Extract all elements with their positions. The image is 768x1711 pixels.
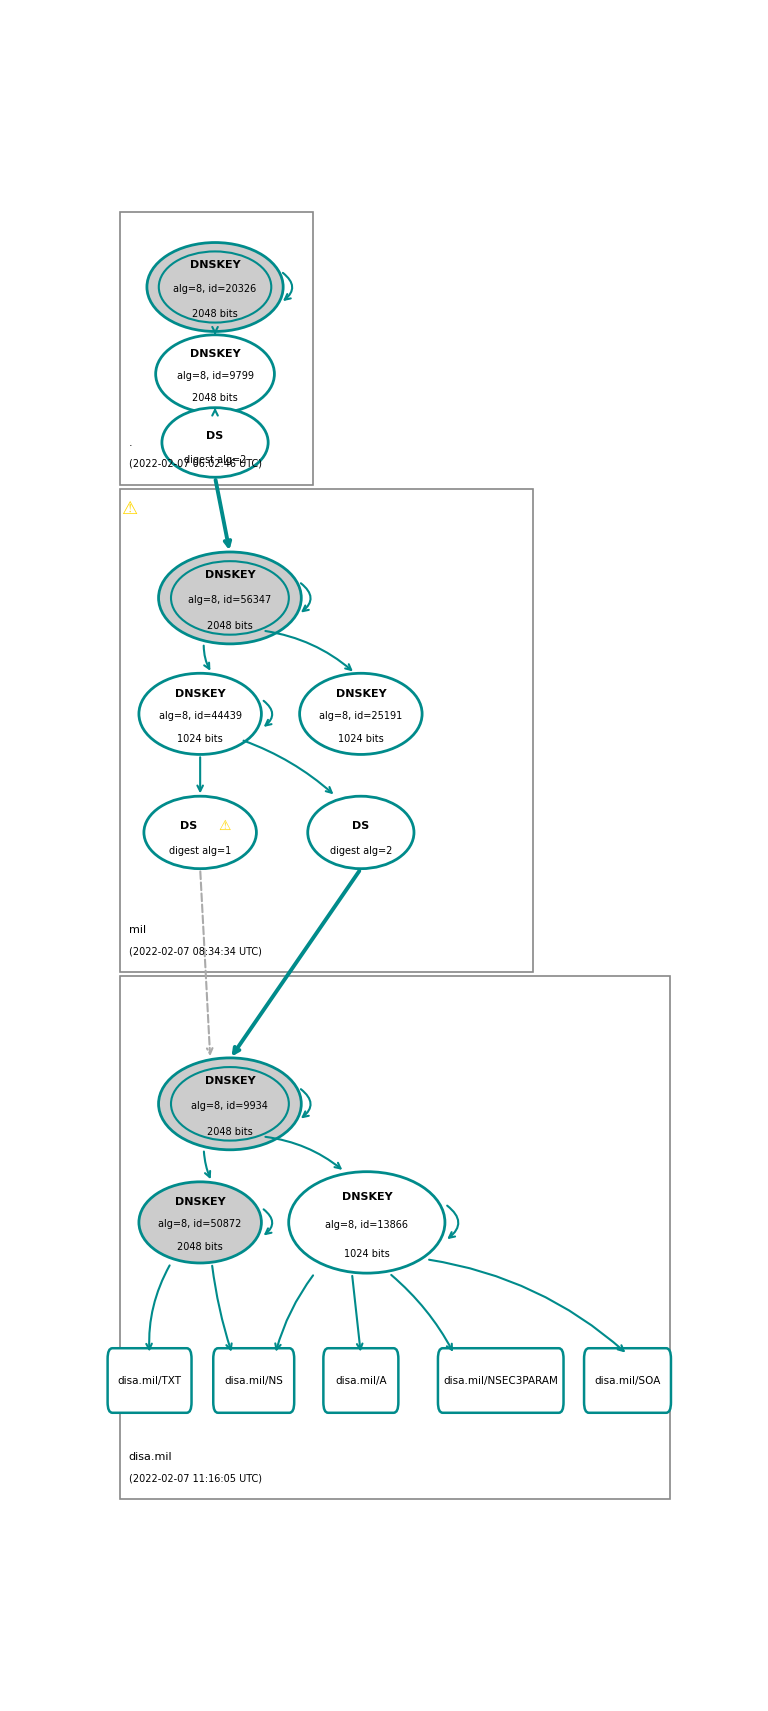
Text: alg=8, id=20326: alg=8, id=20326 [174,284,257,294]
Ellipse shape [158,553,301,643]
Text: mil: mil [129,926,146,936]
Text: 1024 bits: 1024 bits [177,734,223,744]
Ellipse shape [300,674,422,755]
FancyBboxPatch shape [438,1348,564,1413]
Ellipse shape [162,407,268,477]
Text: digest alg=1: digest alg=1 [169,845,231,856]
Text: alg=8, id=25191: alg=8, id=25191 [319,710,402,720]
FancyBboxPatch shape [584,1348,671,1413]
Text: alg=8, id=13866: alg=8, id=13866 [326,1220,409,1230]
Text: 2048 bits: 2048 bits [192,310,238,318]
Text: disa.mil/TXT: disa.mil/TXT [118,1376,181,1386]
FancyBboxPatch shape [108,1348,191,1413]
Text: disa.mil/SOA: disa.mil/SOA [594,1376,660,1386]
Text: alg=8, id=9799: alg=8, id=9799 [177,371,253,382]
Text: DS: DS [207,431,223,441]
FancyBboxPatch shape [323,1348,399,1413]
Bar [120,489,534,972]
FancyBboxPatch shape [214,1348,294,1413]
Ellipse shape [139,1182,261,1263]
Text: alg=8, id=44439: alg=8, id=44439 [159,710,242,720]
Ellipse shape [308,796,414,869]
Text: ⚠: ⚠ [218,820,230,833]
Text: 2048 bits: 2048 bits [207,621,253,631]
Ellipse shape [158,1057,301,1150]
Text: digest alg=2: digest alg=2 [184,455,247,465]
Text: DNSKEY: DNSKEY [190,349,240,359]
Ellipse shape [144,796,257,869]
Text: 2048 bits: 2048 bits [177,1242,223,1252]
Text: 1024 bits: 1024 bits [338,734,384,744]
Text: DNSKEY: DNSKEY [190,260,240,270]
Bar [120,975,670,1499]
Text: ⚠: ⚠ [121,500,137,517]
Text: DNSKEY: DNSKEY [342,1193,392,1203]
Text: DNSKEY: DNSKEY [204,570,255,580]
Text: (2022-02-07 08:34:34 UTC): (2022-02-07 08:34:34 UTC) [129,946,262,956]
Text: (2022-02-07 06:02:46 UTC): (2022-02-07 06:02:46 UTC) [129,459,262,469]
Text: 2048 bits: 2048 bits [207,1126,253,1136]
Text: alg=8, id=56347: alg=8, id=56347 [188,595,272,606]
Text: digest alg=2: digest alg=2 [329,845,392,856]
Bar [120,212,313,484]
Text: disa.mil: disa.mil [129,1453,172,1463]
Text: disa.mil/NS: disa.mil/NS [224,1376,283,1386]
Text: alg=8, id=50872: alg=8, id=50872 [158,1220,242,1228]
Ellipse shape [139,674,261,755]
Text: .: . [129,438,132,448]
Text: (2022-02-07 11:16:05 UTC): (2022-02-07 11:16:05 UTC) [129,1473,262,1483]
Text: disa.mil/A: disa.mil/A [335,1376,386,1386]
Text: 1024 bits: 1024 bits [344,1249,389,1259]
Text: alg=8, id=9934: alg=8, id=9934 [191,1100,268,1110]
Text: 2048 bits: 2048 bits [192,394,238,404]
Text: DNSKEY: DNSKEY [175,1198,226,1208]
Text: DNSKEY: DNSKEY [336,688,386,698]
Text: DNSKEY: DNSKEY [204,1076,255,1086]
Text: DS: DS [180,821,197,832]
Text: DNSKEY: DNSKEY [175,688,226,698]
Ellipse shape [147,243,283,332]
Text: disa.mil/NSEC3PARAM: disa.mil/NSEC3PARAM [443,1376,558,1386]
Ellipse shape [156,335,274,412]
Text: DS: DS [353,821,369,832]
Ellipse shape [289,1172,445,1273]
